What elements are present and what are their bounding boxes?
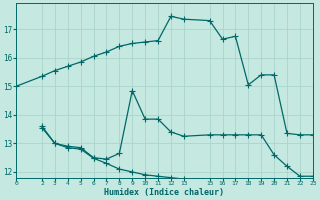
X-axis label: Humidex (Indice chaleur): Humidex (Indice chaleur) [105,188,225,197]
